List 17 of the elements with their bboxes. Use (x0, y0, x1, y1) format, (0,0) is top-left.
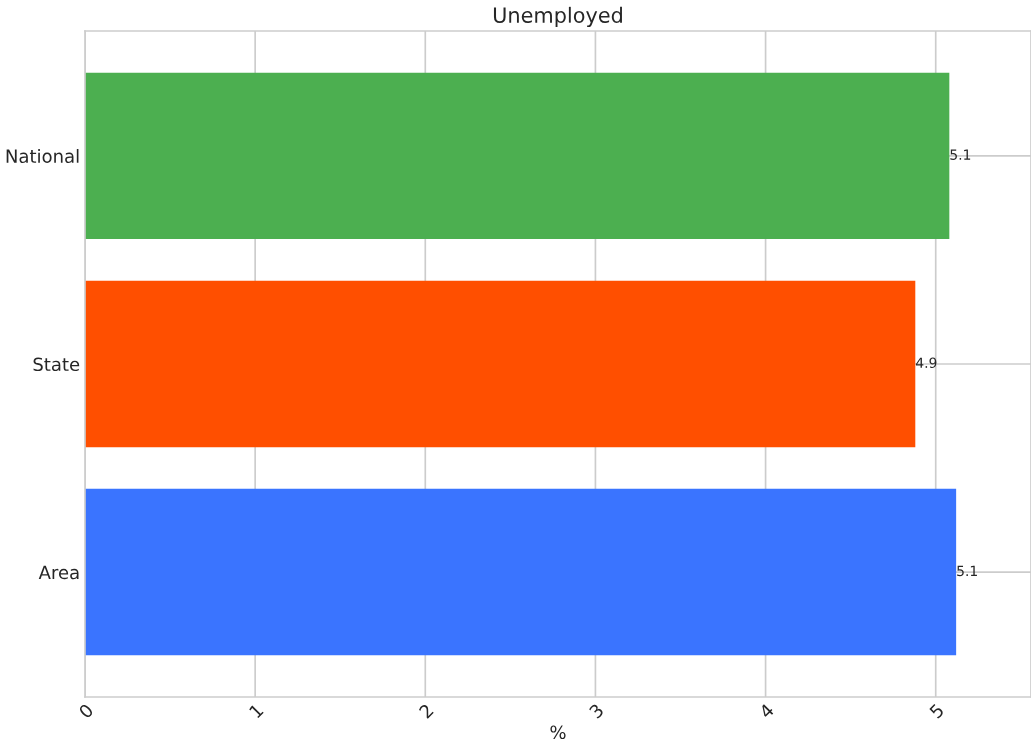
chart-title: Unemployed (493, 6, 622, 27)
x-tick-label: 2 (418, 703, 434, 719)
bar (85, 280, 916, 448)
x-axis-title: % (550, 725, 566, 740)
data-label: 5.1 (957, 565, 977, 577)
data-label: 5.1 (950, 149, 971, 160)
data-label: 4.9 (915, 357, 937, 369)
bar (85, 72, 950, 240)
x-tick-label: 5 (928, 703, 945, 719)
y-tick-label: Area (38, 565, 79, 580)
x-tick-label: 4 (758, 702, 775, 720)
x-tick-label: 3 (588, 703, 605, 719)
y-tick-label: State (33, 357, 80, 372)
x-tick-label: 0 (77, 702, 95, 720)
x-tick-label: 1 (248, 703, 264, 719)
bar (85, 488, 957, 656)
y-tick-label: National (6, 149, 79, 163)
